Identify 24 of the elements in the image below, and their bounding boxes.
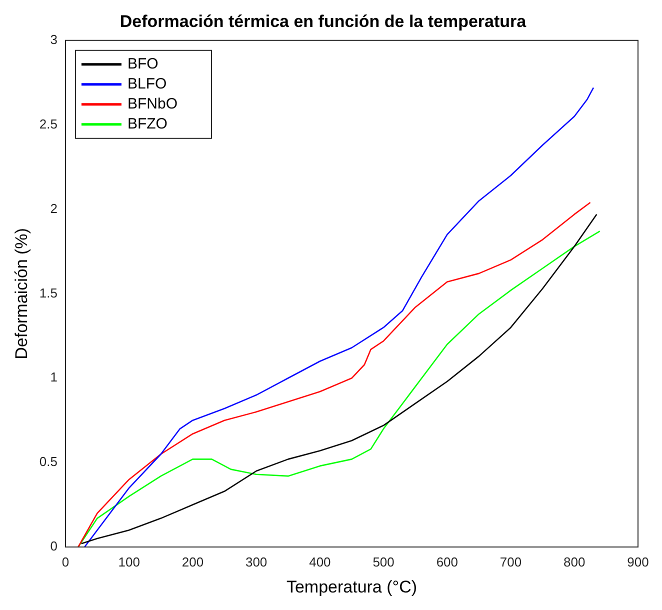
legend-label: BFZO <box>127 116 168 133</box>
legend-label: BLFO <box>127 76 167 93</box>
x-tick-label: 700 <box>500 554 522 570</box>
x-tick-label: 0 <box>62 554 70 570</box>
x-tick-label: 200 <box>182 554 204 570</box>
y-tick-label: 1.5 <box>39 285 58 300</box>
y-tick-label: 2.5 <box>39 116 58 132</box>
y-tick-label: 2 <box>50 200 58 216</box>
y-tick-label: 3 <box>50 32 58 47</box>
x-tick-label: 100 <box>118 554 140 570</box>
y-axis-title: Deformaición (%) <box>12 228 31 360</box>
y-tick-label: 0.5 <box>39 454 58 470</box>
x-tick-label: 900 <box>627 554 649 570</box>
x-tick-label: 400 <box>309 554 331 570</box>
x-tick-label: 300 <box>245 554 268 570</box>
chart-title: Deformación térmica en función de la temperatura <box>120 12 527 31</box>
legend-label: BFNbO <box>127 96 178 113</box>
x-axis-title: Temperatura (°C) <box>286 577 418 596</box>
x-tick-label: 500 <box>372 554 394 570</box>
y-tick-label: 1 <box>50 370 58 385</box>
legend-label: BFO <box>127 56 158 73</box>
x-tick-label: 800 <box>564 554 586 570</box>
x-tick-label: 600 <box>436 554 458 570</box>
y-tick-label: 0 <box>50 538 58 554</box>
